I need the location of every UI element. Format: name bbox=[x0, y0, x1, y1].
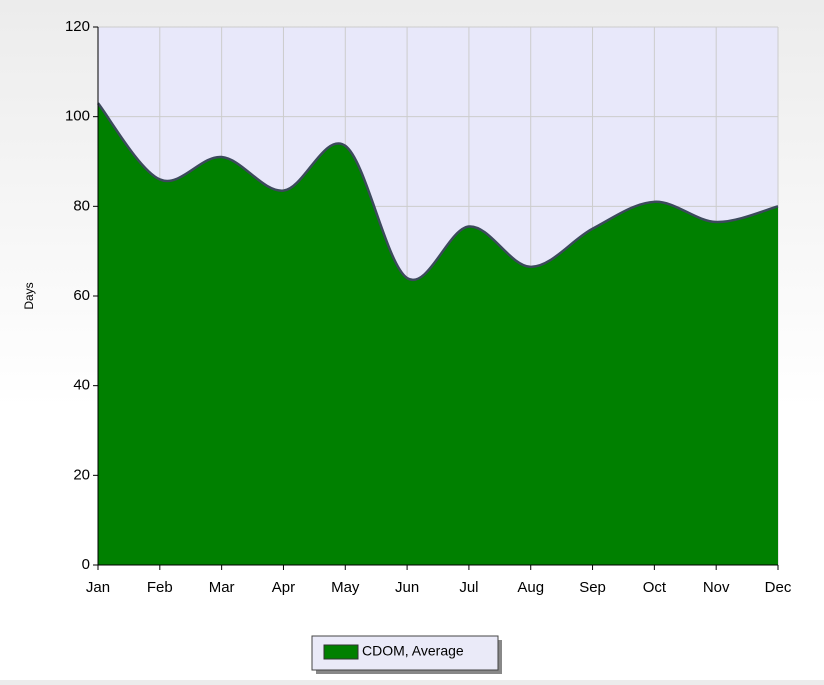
x-tick-label: Aug bbox=[517, 579, 544, 596]
x-tick-label: Mar bbox=[209, 579, 235, 596]
x-tick-label: Feb bbox=[147, 579, 173, 596]
y-tick-label: 20 bbox=[73, 466, 90, 483]
y-tick-label: 120 bbox=[65, 18, 90, 35]
area bbox=[98, 103, 778, 565]
y-tick-label: 60 bbox=[73, 287, 90, 304]
y-axis-label: Days bbox=[22, 282, 36, 309]
legend-label: CDOM, Average bbox=[362, 643, 464, 659]
area-outline bbox=[97, 102, 779, 282]
x-tick-label: Apr bbox=[272, 579, 295, 596]
x-tick-label: Dec bbox=[765, 579, 792, 596]
y-tick-label: 0 bbox=[82, 556, 90, 573]
y-tick-label: 80 bbox=[73, 197, 90, 214]
marks bbox=[97, 102, 779, 565]
x-tick-label: Sep bbox=[579, 579, 606, 596]
x-tick-label: May bbox=[331, 579, 360, 596]
legend-swatch bbox=[323, 644, 359, 660]
x-tick-label: Jun bbox=[395, 579, 419, 596]
y-tick-label: 100 bbox=[65, 108, 90, 125]
x-tick-label: Oct bbox=[643, 579, 667, 596]
axes: 0 20 40 60 80 100 120 Jan Feb Mar Apr May Jun Jul Aug S… bbox=[65, 18, 792, 596]
y-tick-label: 40 bbox=[73, 377, 90, 394]
x-tick-label: Nov bbox=[703, 579, 730, 596]
x-tick-label: Jan bbox=[86, 579, 110, 596]
x-tick-label: Jul bbox=[459, 579, 478, 596]
